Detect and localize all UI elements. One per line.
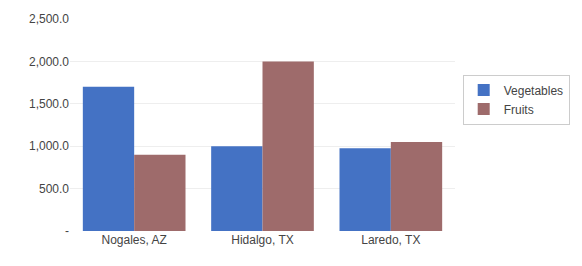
svg-text:2,500.0: 2,500.0 (29, 12, 69, 26)
svg-text:1,500.0: 1,500.0 (29, 97, 69, 111)
svg-text:Vegetables: Vegetables (504, 84, 563, 98)
svg-text:-: - (62, 224, 69, 238)
svg-text:2,000.0: 2,000.0 (29, 55, 69, 69)
svg-text:Nogales, AZ: Nogales, AZ (101, 233, 166, 247)
svg-text:Fruits: Fruits (504, 103, 534, 117)
svg-text:1,000.0: 1,000.0 (29, 139, 69, 153)
svg-text:Laredo, TX: Laredo, TX (361, 233, 420, 247)
svg-text:Hidalgo, TX: Hidalgo, TX (231, 233, 293, 247)
svg-text:500.0: 500.0 (39, 182, 69, 196)
